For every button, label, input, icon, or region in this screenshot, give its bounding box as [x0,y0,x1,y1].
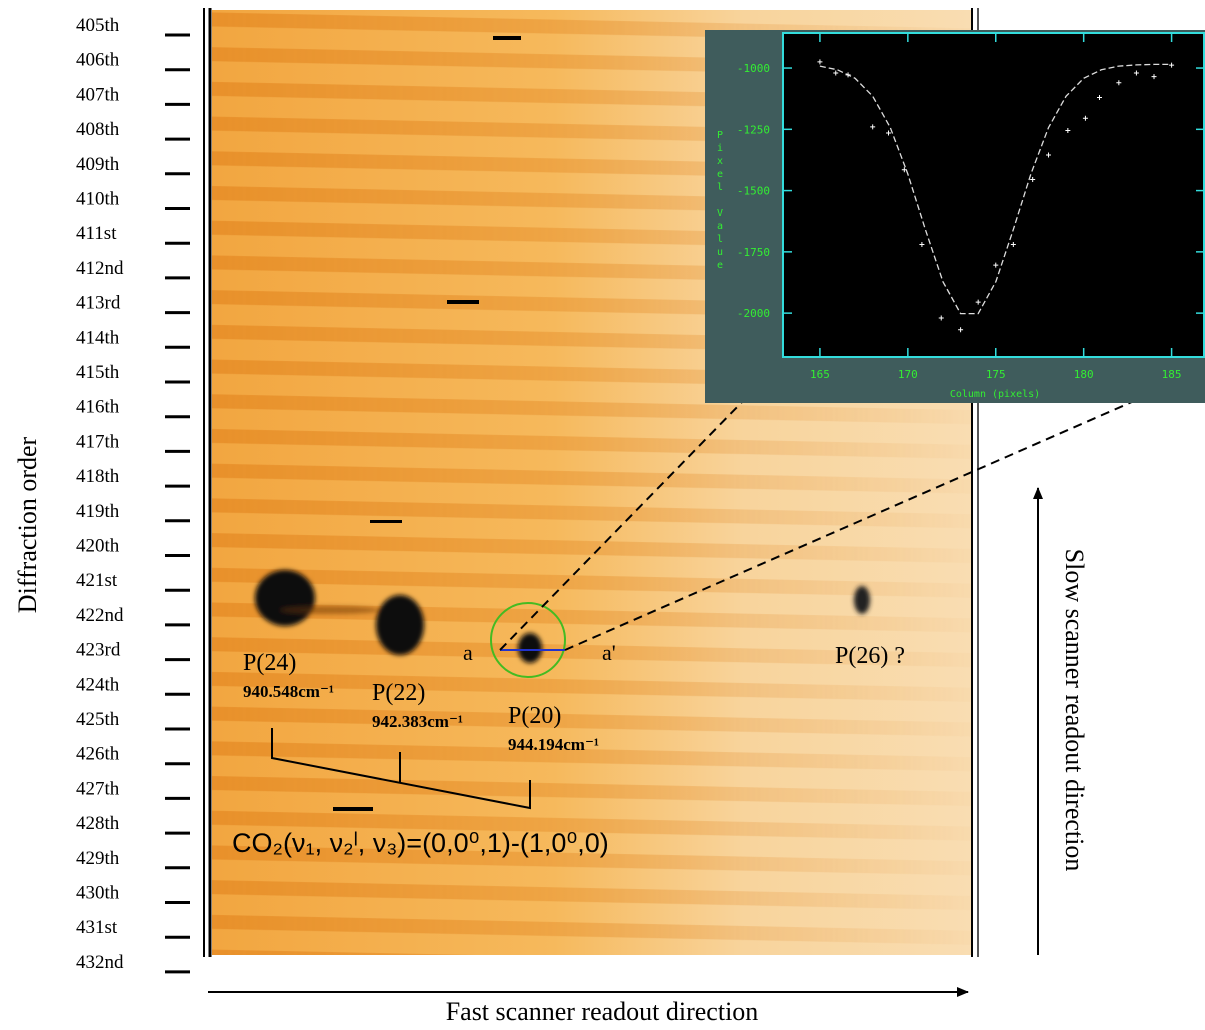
order-label: 410th [76,189,120,210]
cut-end: a' [602,640,616,665]
slow-direction-label: Slow scanner readout direction [1060,549,1089,872]
data-point [870,124,876,130]
order-label: 409th [76,154,120,175]
peak-wavenumber: 944.194cm⁻¹ [508,735,599,754]
order-label: 408th [76,119,120,140]
data-point [1151,74,1157,80]
data-point [958,327,964,333]
order-label: 418th [76,466,120,487]
data-point [1116,80,1122,86]
data-point [919,242,925,248]
data-point [993,262,999,268]
data-point [886,130,891,136]
order-label: 428th [76,813,120,834]
y-tick-label: -1000 [737,62,770,75]
data-point [1065,128,1071,134]
y-axis-label: Diffraction order [13,436,42,613]
data-point [1082,115,1088,121]
x-axis-label: Column (pixels) [950,389,1040,400]
data-point [938,315,944,321]
order-label: 425th [76,709,120,730]
order-label: 426th [76,744,120,765]
order-label: 423rd [76,640,121,661]
order-label: 431st [76,917,118,938]
order-label: 422nd [76,605,124,626]
data-point [1030,177,1036,183]
order-label: 424th [76,674,120,695]
order-label: 429th [76,848,120,869]
order-label: 411st [76,223,117,244]
data-point [975,299,981,305]
order-label: 405th [76,15,120,36]
data-point [1133,70,1139,76]
y-tick-label: -1250 [737,123,770,136]
data-point [901,167,907,173]
order-label: 427th [76,778,120,799]
order-label: 412nd [76,258,124,279]
x-tick-label: 165 [810,368,830,381]
peak-label: P(20) [508,703,561,729]
order-label: 416th [76,397,120,418]
data-point [845,72,851,78]
fast-direction-label: Fast scanner readout direction [446,997,759,1026]
x-tick-label: 180 [1074,368,1094,381]
data-point [1097,94,1102,100]
y-tick-label: -1500 [737,185,770,198]
y-axis-label: Pixel Value [715,130,726,273]
data-point [1169,62,1175,68]
order-label: 420th [76,536,120,557]
data-point [833,70,839,76]
peak-label: P(24) [243,650,296,676]
order-label: 415th [76,362,120,383]
y-tick-label: -2000 [737,307,770,320]
fit-curve [819,63,1172,315]
cut-start: a [463,640,473,665]
order-label: 432nd [76,952,124,973]
order-label: 414th [76,327,120,348]
peak-wavenumber: 940.548cm⁻¹ [243,682,334,701]
x-tick-label: 185 [1162,368,1182,381]
order-label: 421st [76,570,118,591]
data-point [1046,152,1052,158]
x-tick-label: 175 [986,368,1006,381]
y-tick-label: -1750 [737,246,770,259]
order-label: 419th [76,501,120,522]
order-label: 406th [76,50,120,71]
order-label: 407th [76,84,120,105]
inset-plot: 165 170 175 180 185 -1000 -1250 -1500 -1750 -2000… [705,30,1205,403]
data-point [1010,242,1016,248]
peak-wavenumber: 942.383cm⁻¹ [372,712,463,731]
peak-label: P(22) [372,680,425,706]
order-label: 413rd [76,293,121,314]
data-point [817,59,823,65]
peak-label: P(26) ? [835,643,905,669]
x-tick-label: 170 [898,368,918,381]
band-label: CO₂(ν₁, ν₂ˡ, ν₃)=(0,0⁰,1)-(1,0⁰,0) [232,828,609,858]
order-label: 417th [76,431,120,452]
order-label: 430th [76,883,120,904]
